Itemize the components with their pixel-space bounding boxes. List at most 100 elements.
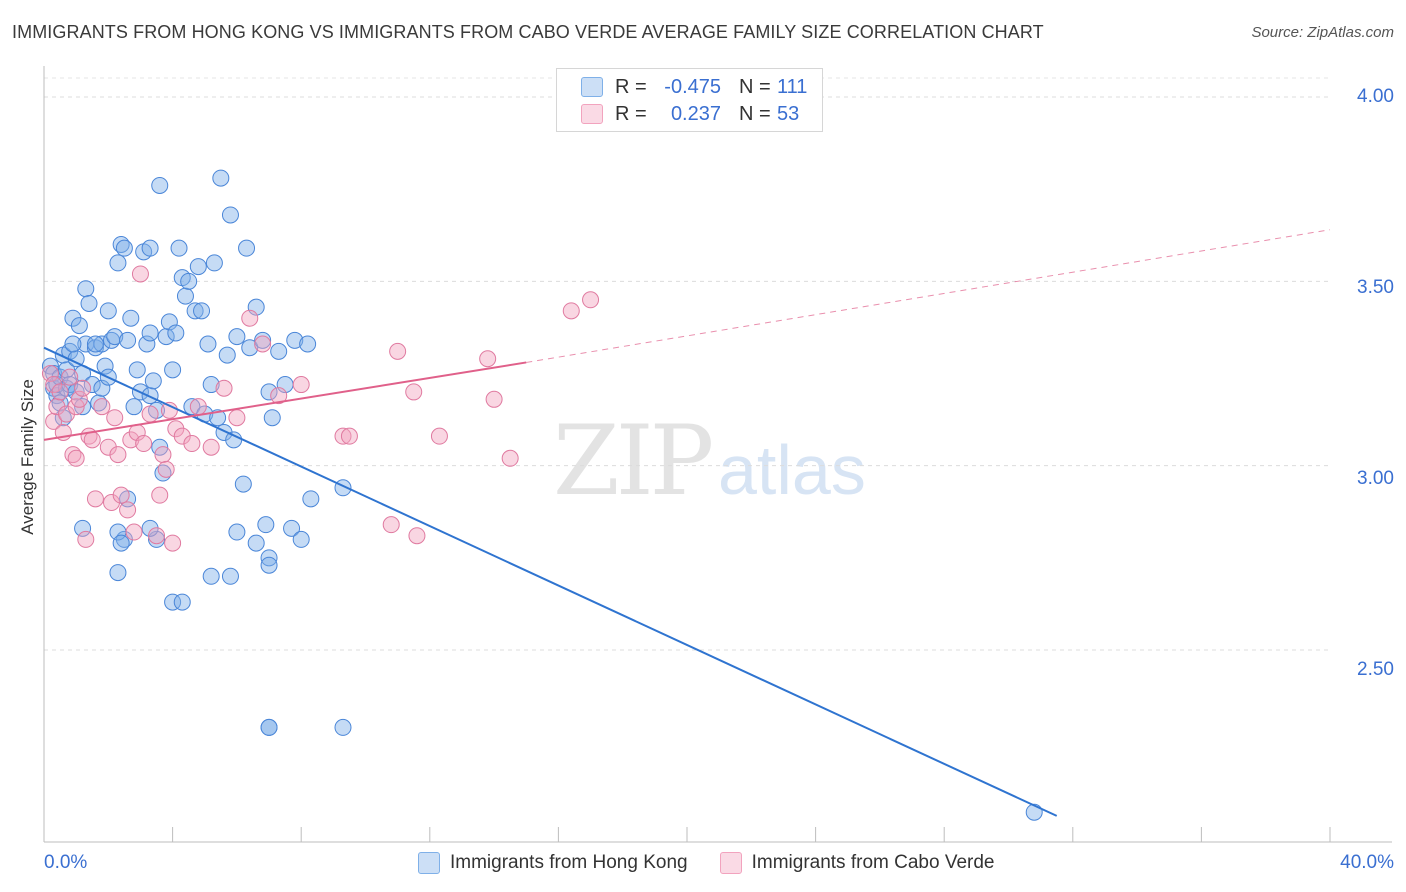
legend-label: Immigrants from Cabo Verde [751,852,995,873]
cabo-verde-point [164,534,182,552]
cabo-verde-point [382,516,400,534]
n-value: 53 [777,102,800,125]
y-tick-3-50: 3.50 [1357,277,1394,298]
n-label: N = [739,102,771,125]
cabo-verde-point [61,368,79,386]
watermark-zip: ZIP [553,405,714,517]
cabo-verde-point [189,398,207,416]
hong-kong-point [141,239,159,257]
hong-kong-point [128,361,146,379]
cabo-verde-point [485,390,503,408]
hong-kong-point [173,593,191,611]
cabo-verde-point [51,383,69,401]
cabo-verde-legend-swatch [719,852,742,874]
cabo-verde-point [106,409,124,427]
hong-kong-legend-swatch [418,852,440,874]
hong-kong-point [96,357,114,375]
cabo-verde-point [83,431,101,449]
hong-kong-point [260,718,278,736]
legend-item-cabo-verde[interactable]: Immigrants from Cabo Verde [719,852,995,874]
cabo-verde-point [112,486,130,504]
hong-kong-point [109,564,127,582]
hong-kong-point [228,523,246,541]
hong-kong-point [260,383,278,401]
hong-kong-trendline [43,346,1058,817]
cabo-verde-point [215,379,233,397]
hong-kong-point [260,549,278,567]
hong-kong-point [189,258,207,276]
hong-kong-point [228,328,246,346]
cabo-verde-point [45,412,63,430]
cabo-verde-point [582,291,600,309]
hong-kong-point [212,169,230,187]
stats-row-hong-kong: R = -0.475 N = 111 [581,75,807,99]
hong-kong-point [148,530,166,548]
cabo-verde-point [228,409,246,427]
hong-kong-point [112,534,130,552]
cabo-verde-point [151,486,169,504]
hong-kong-point [74,519,92,537]
cabo-verde-point [334,427,352,445]
stats-legend: R = -0.475 N = 111 R = 0.237 N = 53 [556,68,823,132]
series-legend: Immigrants from Hong Kong Immigrants fro… [418,852,1026,874]
hong-kong-point [302,490,320,508]
n-value: 111 [777,75,808,98]
cabo-verde-point [405,383,423,401]
hong-kong-point [257,516,275,534]
cabo-verde-point [389,342,407,360]
hong-kong-point [205,254,223,272]
hong-kong-point [180,272,198,290]
hong-kong-point [202,376,220,394]
r-value: -0.475 [664,75,721,98]
hong-kong-point [193,302,211,320]
hong-kong-point [164,593,182,611]
hong-kong-point [160,313,178,331]
hong-kong-swatch [581,77,603,97]
hong-kong-point [93,335,111,353]
hong-kong-point [225,431,243,449]
hong-kong-point [209,409,227,427]
hong-kong-point [93,379,111,397]
cabo-verde-point [131,265,149,283]
cabo-verde-point [202,438,220,456]
cabo-verde-point [562,302,580,320]
cabo-verde-point [148,527,166,545]
hong-kong-point [299,335,317,353]
hong-kong-point [221,567,239,585]
x-tick-max: 40.0% [1340,852,1394,873]
y-tick-3-00: 3.00 [1357,468,1394,489]
hong-kong-point [218,346,236,364]
hong-kong-point [202,567,220,585]
legend-item-hong-kong[interactable]: Immigrants from Hong Kong [418,852,688,874]
cabo-verde-point [270,387,288,405]
cabo-verde-point [254,335,272,353]
cabo-verde-point [479,350,497,368]
cabo-verde-point [241,309,259,327]
hong-kong-point [119,331,137,349]
cabo-verde-point [430,427,448,445]
legend-label: Immigrants from Hong Kong [450,852,688,873]
cabo-verde-point [292,376,310,394]
hong-kong-point [183,398,201,416]
cabo-verde-swatch [581,104,603,124]
cabo-verde-point [154,446,172,464]
hong-kong-point [80,294,98,312]
hong-kong-point [167,324,185,342]
cabo-verde-point [119,501,137,519]
cabo-verde-trendline [43,361,527,441]
cabo-verde-trendline-extension [526,229,1331,363]
hong-kong-point [254,331,272,349]
cabo-verde-point [109,446,127,464]
n-label: N = [739,75,771,98]
cabo-verde-point [86,490,104,508]
hong-kong-point [164,361,182,379]
hong-kong-point [238,239,256,257]
x-tick-min: 0.0% [44,852,88,873]
cabo-verde-point [41,365,59,382]
hong-kong-point [77,280,95,298]
hong-kong-point [221,206,239,224]
hong-kong-point [199,335,217,353]
stats-row-cabo-verde: R = 0.237 N = 53 [581,102,799,126]
hong-kong-point [247,534,265,552]
